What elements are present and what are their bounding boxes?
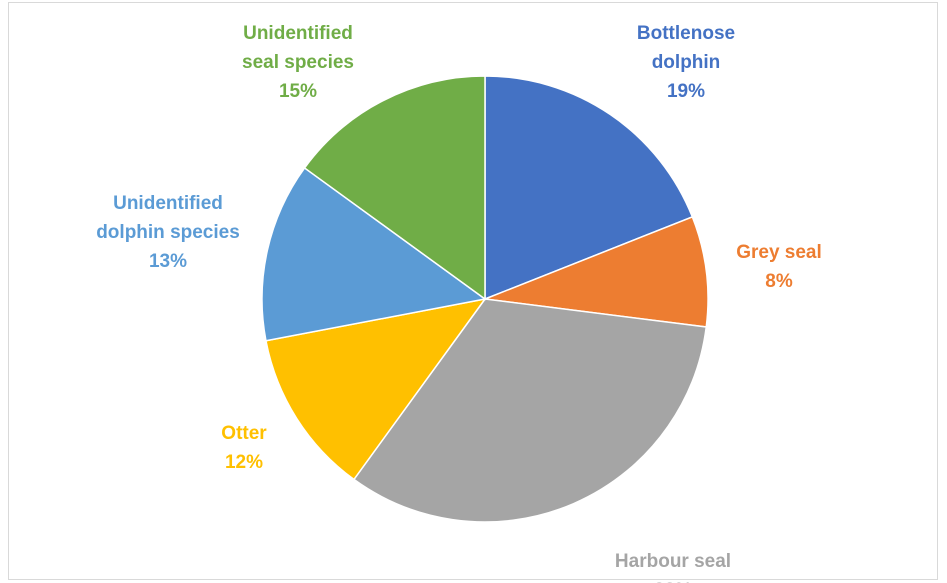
data-label-harbour-seal: Harbour seal 33% (615, 551, 731, 583)
data-label-value: 15% (279, 81, 317, 102)
pie-slice-harbour-seal (352, 298, 708, 523)
pie-slice-otter (265, 297, 487, 481)
pie-slice-unidentified-dolphin-species (261, 166, 487, 342)
data-label-name: Otter (221, 423, 267, 444)
data-label-name: Unidentified (113, 193, 223, 214)
data-label-value: 13% (149, 251, 187, 272)
pie-labels: Bottlenose dolphin 19% Grey seal 8% Harbour s… (96, 23, 822, 583)
data-label-name: Harbour seal (615, 551, 731, 572)
data-label-grey-seal: Grey seal 8% (736, 242, 822, 292)
data-label-name: dolphin (652, 52, 721, 73)
data-label-name: Grey seal (736, 242, 822, 263)
data-label-value: 33% (654, 580, 692, 583)
data-label-name: seal species (242, 52, 354, 73)
data-label-value: 19% (667, 81, 705, 102)
pie-slices (261, 75, 709, 523)
data-label-name: dolphin species (96, 222, 240, 243)
pie-slice-bottlenose-dolphin (484, 75, 694, 301)
data-label-otter: Otter 12% (221, 423, 267, 473)
data-label-unidentified-dolphin-species: Unidentified dolphin species 13% (96, 193, 240, 272)
pie-slice-unidentified-seal-species (303, 75, 486, 301)
data-label-name: Bottlenose (637, 23, 735, 44)
data-label-value: 8% (765, 271, 793, 292)
pie-slice-grey-seal (484, 215, 709, 328)
data-label-name: Unidentified (243, 23, 353, 44)
data-label-bottlenose-dolphin: Bottlenose dolphin 19% (637, 23, 735, 102)
data-label-unidentified-seal-species: Unidentified seal species 15% (242, 23, 354, 102)
data-label-value: 12% (225, 452, 263, 473)
